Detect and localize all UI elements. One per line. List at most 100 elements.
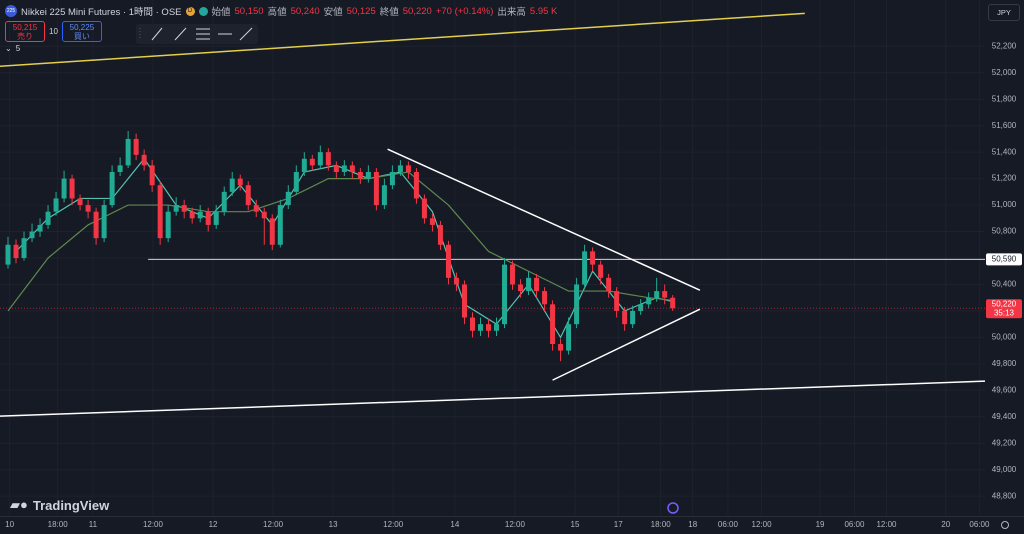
- candle-body: [293, 172, 299, 192]
- candle-body: [413, 172, 419, 199]
- ohlc-label: 安値: [323, 7, 343, 18]
- candle-body: [277, 205, 283, 245]
- y-tick-label: 49,800: [992, 359, 1017, 368]
- status-icon: [198, 6, 208, 16]
- x-tick-label: 06:00: [718, 520, 739, 529]
- candle-body: [670, 297, 676, 309]
- sell-label: 売り: [17, 31, 33, 41]
- candle-body: [461, 284, 467, 318]
- candle-body: [429, 218, 435, 225]
- settings-icon[interactable]: [1001, 521, 1009, 529]
- candle-body: [197, 211, 203, 219]
- trendline: [552, 308, 701, 381]
- candle-body: [606, 277, 612, 292]
- y-tick-label: 52,200: [992, 41, 1017, 50]
- candle-body: [614, 291, 620, 311]
- symbol-title[interactable]: Nikkei 225 Mini Futures · 1時間 · OSE: [21, 7, 182, 18]
- sell-button[interactable]: 50,215 売り: [5, 21, 45, 42]
- quantity[interactable]: 10: [49, 27, 58, 36]
- hline-price-label: 50,590: [992, 254, 1017, 263]
- tool-fib[interactable]: [196, 28, 210, 40]
- candle-body: [582, 251, 588, 285]
- candle-body: [189, 211, 195, 219]
- candle-body: [205, 211, 211, 225]
- trendline: [0, 380, 986, 417]
- candle-body: [550, 304, 556, 344]
- candle-body: [173, 205, 179, 212]
- candle-body: [445, 244, 451, 278]
- trendline: [0, 12, 805, 68]
- candle-body: [237, 178, 243, 186]
- candle-body: [125, 138, 131, 166]
- buy-button[interactable]: 50,225 買い: [61, 21, 102, 42]
- candle-body: [45, 211, 51, 225]
- candle-body: [181, 205, 187, 212]
- y-tick-label: 51,000: [992, 200, 1017, 209]
- candle-body: [421, 198, 427, 219]
- brand-logo: ▰●: [10, 497, 28, 512]
- candle-body: [149, 165, 155, 186]
- x-tick-label: 12:00: [263, 520, 284, 529]
- buy-label: 買い: [73, 31, 90, 41]
- candle-body: [93, 211, 99, 239]
- candle-body: [157, 185, 163, 239]
- ohlc-value: 50,125: [346, 5, 376, 17]
- candle-body: [165, 211, 171, 239]
- x-tick-label: 12: [209, 520, 218, 529]
- candle-body: [53, 198, 59, 212]
- y-tick-label: 49,400: [992, 412, 1017, 421]
- tool-trendline[interactable]: [151, 27, 163, 41]
- candle-body: [518, 284, 524, 292]
- x-tick-label: 20: [941, 520, 950, 529]
- countdown: 35:13: [994, 308, 1015, 317]
- x-tick-label: 15: [571, 520, 580, 529]
- candle-body: [13, 244, 19, 258]
- ohlc-label: 終値: [379, 7, 399, 18]
- candle-body: [133, 138, 139, 155]
- brand: ▰● TradingView: [10, 497, 109, 513]
- last-price-box: [986, 299, 1022, 319]
- trade-buttons: 50,215 売り 10 50,225 買い: [5, 21, 102, 42]
- last-price-label: 50,220: [992, 299, 1017, 308]
- candle-body: [29, 231, 35, 239]
- candle-body: [437, 224, 443, 245]
- y-tick-label: 51,400: [992, 147, 1017, 156]
- candle-body: [269, 218, 275, 245]
- candle-body: [221, 191, 227, 212]
- ohlc-value: 50,240: [290, 5, 320, 17]
- candle-body: [5, 244, 11, 265]
- indicator-count: 5: [15, 44, 21, 53]
- candle-body: [381, 185, 387, 206]
- tool-ray[interactable]: [174, 27, 187, 41]
- x-tick-label: 18: [688, 520, 697, 529]
- ohlc-value: 50,150: [234, 5, 264, 17]
- candle-body: [638, 304, 644, 311]
- y-tick-label: 51,200: [992, 174, 1017, 183]
- candle-body: [37, 224, 43, 232]
- candle-body: [558, 344, 564, 351]
- indicators-toggle[interactable]: ⌄ 5: [5, 44, 20, 53]
- candle-body: [630, 310, 636, 325]
- candle-body: [77, 198, 83, 206]
- y-tick-label: 49,600: [992, 385, 1017, 394]
- candle-body: [349, 165, 355, 172]
- candle-body: [141, 154, 147, 166]
- candle-body: [598, 264, 604, 278]
- replay-icon[interactable]: [667, 502, 679, 514]
- header: 225 Nikkei 225 Mini Futures · 1時間 · OSE …: [5, 4, 557, 18]
- candle-body: [485, 324, 491, 331]
- candle-body: [389, 172, 395, 186]
- tool-pen[interactable]: [239, 27, 253, 41]
- candle-body: [654, 291, 660, 298]
- candle-body: [534, 277, 540, 292]
- candle-body: [646, 297, 652, 305]
- drawing-toolbar: [136, 24, 258, 44]
- candle-body: [622, 310, 628, 325]
- candle-body: [365, 172, 371, 179]
- candle-body: [229, 178, 235, 192]
- candle-body: [253, 205, 259, 212]
- y-tick-label: 50,000: [992, 332, 1017, 341]
- ohlc-label: 高値: [267, 7, 287, 18]
- currency-button[interactable]: JPY: [988, 4, 1020, 21]
